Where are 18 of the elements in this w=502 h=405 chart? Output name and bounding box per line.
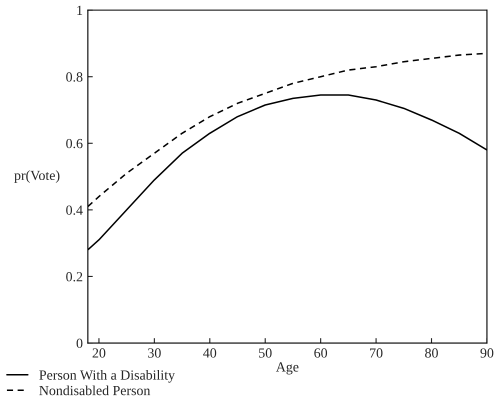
x-tick-label: 70 (370, 348, 382, 358)
y-tick-label: 0.8 (66, 72, 82, 82)
x-tick-label: 90 (480, 348, 494, 358)
x-tick-label: 50 (259, 348, 272, 358)
legend-label: Nondisabled Person (39, 385, 150, 396)
x-axis-title: Age (276, 362, 298, 374)
x-tick-label: 60 (314, 348, 328, 358)
y-tick-label: 0 (76, 338, 82, 348)
legend-label: Person With a Disability (39, 370, 175, 383)
y-axis-title: pr(Vote) (14, 170, 60, 183)
x-tick-label: 30 (148, 348, 161, 358)
x-tick-label: 80 (425, 348, 438, 358)
x-tick-label: 40 (203, 348, 216, 358)
y-tick-label: 1 (77, 6, 82, 15)
y-tick-label: 0.4 (66, 205, 83, 215)
y-tick-label: 0.2 (66, 272, 82, 282)
x-tick-label: 20 (92, 348, 106, 358)
y-tick-label: 0.6 (66, 138, 83, 148)
